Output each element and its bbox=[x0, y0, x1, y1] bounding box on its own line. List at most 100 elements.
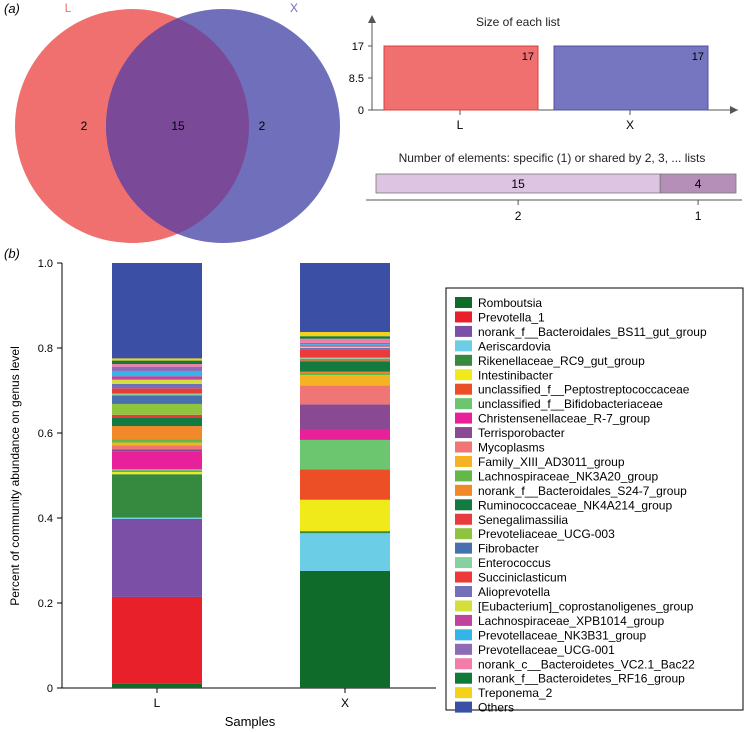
size-bar-L bbox=[383, 45, 539, 111]
legend-swatch bbox=[455, 499, 472, 511]
legend-entry: [Eubacterium]_coprostanoligenes_group bbox=[478, 599, 694, 613]
legend-swatch bbox=[455, 383, 472, 395]
stack-segment bbox=[300, 499, 390, 532]
legend-entry: norank_f__Bacteroidales_S24-7_group bbox=[478, 484, 687, 498]
legend-swatch bbox=[455, 311, 472, 323]
panel-b-label: (b) bbox=[4, 246, 20, 261]
legend-entry: Prevoteliaceae_UCG-003 bbox=[478, 527, 615, 541]
legend-swatch bbox=[455, 571, 472, 583]
legend-swatch bbox=[455, 297, 472, 308]
legend-entry: Romboutsia bbox=[478, 296, 542, 310]
stack-segment bbox=[112, 383, 202, 389]
stack-segment bbox=[112, 471, 202, 473]
stack-segment bbox=[300, 346, 390, 348]
legend-entry: Others bbox=[478, 701, 514, 715]
legend-swatch bbox=[455, 614, 472, 626]
stack-segment bbox=[300, 332, 390, 337]
venn-set-label-l: L bbox=[65, 1, 72, 15]
stack-segment bbox=[300, 336, 390, 339]
panel-a-label: (a) bbox=[4, 1, 20, 16]
shared-tick-label: 2 bbox=[515, 209, 522, 223]
size-x-axis-arrow bbox=[730, 106, 738, 114]
stack-segment bbox=[112, 451, 202, 469]
stack-segment bbox=[112, 426, 202, 440]
stack-segment bbox=[112, 388, 202, 394]
legend-swatch bbox=[455, 427, 472, 439]
stacked-abundance-chart: 0 0.2 0.4 0.6 0.8 1.0 L X Samples Percent of co… bbox=[8, 258, 436, 729]
stack-segment bbox=[300, 359, 390, 361]
stack-segment bbox=[112, 445, 202, 450]
size-y-tick-label: 0 bbox=[358, 105, 364, 117]
legend-entry: Enterococcus bbox=[478, 556, 551, 570]
legend-entry: Senegalimassilia bbox=[478, 513, 568, 527]
legend-entry: Prevotellaceae_UCG-001 bbox=[478, 643, 615, 657]
size-y-axis-arrow bbox=[368, 15, 376, 23]
legend-entry: Intestinibacter bbox=[478, 368, 553, 382]
size-y-tick-label: 8.5 bbox=[349, 73, 364, 85]
legend-entry: Rikenellaceae_RC9_gut_group bbox=[478, 354, 645, 368]
stack-segment bbox=[300, 357, 390, 359]
shared-bar-1 bbox=[659, 173, 737, 194]
stack-segment bbox=[112, 449, 202, 452]
stack-segment bbox=[300, 349, 390, 358]
legend-box bbox=[445, 287, 744, 711]
stack-segment bbox=[112, 439, 202, 443]
stack-segment bbox=[112, 393, 202, 396]
stack-segment bbox=[112, 518, 202, 597]
venn-count-only-l: 2 bbox=[81, 119, 88, 133]
size-bar-X bbox=[553, 45, 709, 111]
legend-entry: Prevotella_1 bbox=[478, 310, 545, 324]
stack-segment bbox=[112, 403, 202, 415]
stack-segment bbox=[112, 417, 202, 427]
size-bar-value: 17 bbox=[522, 51, 534, 63]
stack-segment bbox=[112, 683, 202, 688]
legend-entry: Aeriscardovia bbox=[478, 339, 551, 353]
legend-swatch bbox=[455, 643, 472, 655]
shared-elements-chart: Number of elements: specific (1) or shar… bbox=[366, 151, 742, 223]
legend-swatch bbox=[455, 701, 472, 713]
stack-segment bbox=[112, 596, 202, 684]
legend-entry: unclassified_f__Bifidobacteriaceae bbox=[478, 397, 663, 411]
stack-segment bbox=[300, 263, 390, 333]
venn-overlap bbox=[106, 18, 250, 234]
stack-x-tick-label: X bbox=[341, 696, 349, 710]
legend-swatch bbox=[455, 470, 472, 482]
legend-entry: norank_f__Bacteroidales_BS11_gut_group bbox=[478, 325, 707, 339]
stack-segment bbox=[112, 442, 202, 446]
legend-entry: Lachnospiraceae_NK3A20_group bbox=[478, 469, 658, 483]
stack-x-axis-label: Samples bbox=[225, 714, 276, 729]
legend-entry: Lachnospiraceae_XPB1014_group bbox=[478, 614, 664, 628]
shared-bar-value: 15 bbox=[511, 177, 525, 191]
stack-segment bbox=[112, 517, 202, 519]
legend-entry: Prevotellaceae_NK3B31_group bbox=[478, 628, 646, 642]
stack-y-tick-label: 0.8 bbox=[38, 343, 53, 355]
stack-segment bbox=[300, 373, 390, 376]
legend-swatch bbox=[455, 484, 472, 496]
stack-segment bbox=[300, 404, 390, 430]
legend-swatch bbox=[455, 441, 472, 453]
legend-swatch bbox=[455, 658, 472, 670]
shared-chart-title: Number of elements: specific (1) or shar… bbox=[399, 151, 706, 165]
stack-segment bbox=[112, 376, 202, 380]
stack-segment bbox=[300, 439, 390, 470]
legend-swatch bbox=[455, 629, 472, 641]
legend-entry: norank_f__Bacteroidetes_RF16_group bbox=[478, 672, 685, 686]
stack-segment bbox=[112, 358, 202, 361]
legend-entry: Family_XIII_AD3011_group bbox=[478, 455, 625, 469]
legend-entry: Fibrobacter bbox=[478, 542, 539, 556]
legend-entry: Terrisporobacter bbox=[478, 426, 565, 440]
stack-x-tick-label: L bbox=[154, 696, 161, 710]
stack-segment bbox=[300, 360, 390, 362]
legend-swatch bbox=[455, 687, 472, 699]
legend-entry: Ruminococcaceae_NK4A214_group bbox=[478, 498, 672, 512]
legend-swatch bbox=[455, 528, 472, 540]
legend-swatch bbox=[455, 672, 472, 684]
legend-entry: norank_c__Bacteroidetes_VC2.1_Bac22 bbox=[478, 657, 695, 671]
stack-segment bbox=[112, 468, 202, 472]
stack-segment bbox=[112, 474, 202, 518]
stack-segment bbox=[300, 345, 390, 347]
venn-count-shared: 15 bbox=[171, 119, 185, 133]
stack-segment bbox=[112, 472, 202, 475]
stack-y-tick-label: 0 bbox=[47, 683, 53, 695]
size-x-tick-label: L bbox=[457, 118, 464, 132]
